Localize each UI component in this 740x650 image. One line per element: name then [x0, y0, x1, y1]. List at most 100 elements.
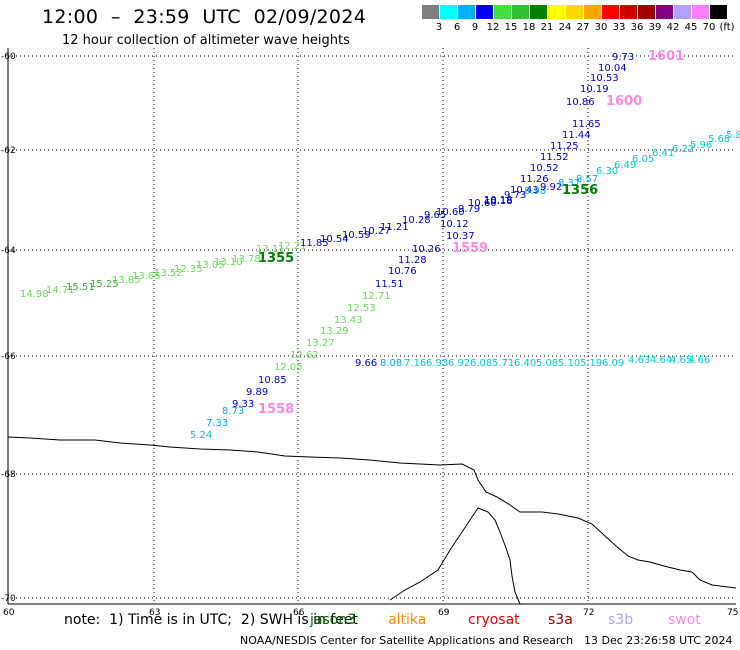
track-c-label: 5.08 [536, 358, 558, 369]
track-a-label: 10.37 [446, 231, 475, 242]
legend-label: 70 [702, 22, 716, 33]
legend-swatch [638, 5, 655, 19]
legend-label: 6 [453, 22, 461, 33]
track-a-label: 11.51 [375, 279, 404, 290]
track-a-label: 9.89 [246, 387, 268, 398]
longitude-label: 75 [727, 608, 738, 618]
track-b-label: 6.30 [596, 166, 618, 177]
track-a-label: 10.18 [484, 196, 513, 207]
track-a-label: 12.53 [347, 303, 376, 314]
track-b-label: 10.54 [320, 234, 349, 245]
legend-label: 15 [504, 22, 518, 33]
legend-label: 42 [666, 22, 680, 33]
pass-time-label: 1558 [258, 402, 294, 417]
legend-label: 27 [576, 22, 590, 33]
track-a-label: 12.62 [290, 350, 319, 361]
track-c-label: 6.40 [514, 358, 536, 369]
coastline-inlet [389, 507, 521, 605]
legend-swatch [422, 5, 439, 19]
track-a-label: 11.28 [398, 255, 427, 266]
track-c-label: 6.09 [602, 358, 624, 369]
track-b-label: 13.05 [196, 260, 225, 271]
legend-swatch [692, 5, 709, 19]
track-b-label: 11.21 [380, 222, 409, 233]
track-a-label: 10.12 [440, 219, 469, 230]
track-b-label: 10.18 [484, 195, 513, 206]
legend-swatch [602, 5, 619, 19]
latitude-label: -66 [1, 352, 16, 362]
track-b-label: 10.27 [362, 226, 391, 237]
track-a-label: 13.27 [306, 338, 335, 349]
track-b-label: 8.37 [558, 178, 580, 189]
legend-label: 24 [558, 22, 572, 33]
track-c-label: 6.93 [426, 358, 448, 369]
track-a-label: 11.44 [562, 130, 591, 141]
track-a-label: 5.24 [190, 430, 212, 441]
track-a-label: 10.53 [590, 73, 619, 84]
track-a-label: 12.05 [274, 362, 303, 373]
track-c-label: 5.10 [558, 358, 580, 369]
track-a-label: 10.76 [388, 266, 417, 277]
legend-label: 3 [435, 22, 443, 33]
track-b-label: 9.73 [504, 190, 526, 201]
coastline [7, 436, 737, 589]
legend-swatch [458, 5, 475, 19]
track-c-label: 6.92 [448, 358, 470, 369]
legend-swatch [494, 5, 511, 19]
legend-label: 9 [471, 22, 479, 33]
longitude-label: 60 [3, 608, 15, 618]
track-c-label: 6.08 [470, 358, 492, 369]
track-b-label: 13.11 [256, 244, 285, 255]
legend-label: 36 [630, 22, 644, 33]
footer-note: note: 1) Time is in UTC; 2) SWH is in fe… [64, 612, 358, 628]
track-b-label: 15.25 [90, 279, 119, 290]
track-a-label: 9.33 [232, 399, 254, 410]
legend-label: 33 [612, 22, 626, 33]
track-b-label: 6.49 [614, 160, 636, 171]
track-a-label: 10.04 [598, 63, 627, 74]
track-b-label: 13.10 [214, 257, 243, 268]
track-b-label: 12.35 [174, 264, 203, 275]
legend-label: 30 [594, 22, 608, 33]
track-c-label: 8.08 [380, 358, 402, 369]
legend-swatch [710, 5, 727, 19]
legend-swatch [620, 5, 637, 19]
track-b-label: 13.65 [132, 271, 161, 282]
legend-label: (ft) [719, 22, 735, 33]
track-c-label: 4.64 [650, 355, 672, 366]
track-b-label: 15.51 [66, 282, 95, 293]
pass-time-label: 1559 [452, 241, 488, 256]
pass-time-label: 1600 [606, 94, 642, 109]
track-b-label: 10.60 [436, 207, 465, 218]
track-b-label: 14.71 [46, 285, 75, 296]
track-b-label: 8.57 [576, 174, 598, 185]
pass-time-label: 1356 [562, 183, 598, 198]
legend-swatch [530, 5, 547, 19]
track-b-label: 12.21 [278, 241, 307, 252]
latitude-label: -64 [1, 246, 16, 256]
track-a-label: 11.65 [572, 119, 601, 130]
legend-label: 21 [540, 22, 554, 33]
track-a-label: 13.29 [320, 326, 349, 337]
legend-swatch [566, 5, 583, 19]
page-title: 12:00 – 23:59 UTC 02/09/2024 [42, 6, 367, 28]
track-b-label: 6.41 [652, 148, 674, 159]
latitude-label: -68 [1, 470, 16, 480]
track-b-label: 9.65 [424, 210, 446, 221]
track-c-label: 5.19 [580, 358, 602, 369]
legend-label: 18 [522, 22, 536, 33]
legend-swatch [512, 5, 529, 19]
pass-time-label: 1601 [648, 49, 684, 64]
credit-line: NOAA/NESDIS Center for Satellite Applica… [240, 634, 574, 647]
track-b-label: 13.78 [232, 254, 261, 265]
track-b-label: 9.92 [540, 182, 562, 193]
legend-swatch [440, 5, 457, 19]
satellite-cryosat: cryosat [468, 612, 520, 628]
track-c-label: 4.66 [688, 355, 710, 366]
track-c-label: 4.65 [670, 355, 692, 366]
track-b-label: 5.68 [708, 134, 730, 145]
legend-label: 12 [486, 22, 500, 33]
track-b-label: 10.59 [342, 230, 371, 241]
track-c-label: 9.66 [355, 358, 377, 369]
